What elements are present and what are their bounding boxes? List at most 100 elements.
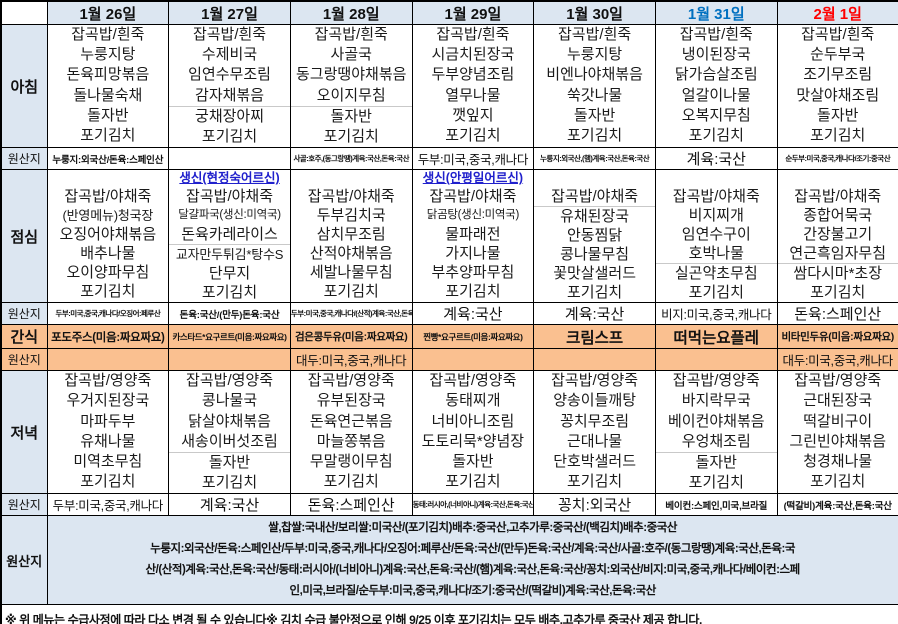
date-header: 1월 26일 bbox=[46, 0, 170, 25]
menu-item: 마파두부 bbox=[80, 412, 136, 430]
birthday-note: 생신(현정숙어르신) bbox=[179, 171, 280, 186]
menu-cell: 잡곡밥/흰죽 순두부국 조기무조림 맛살야채조림 돌자반 포기김치 bbox=[776, 23, 898, 149]
menu-item: 비지찌개 bbox=[688, 207, 744, 225]
date-header: 1월 28일 bbox=[289, 0, 413, 25]
menu-item: 돌자반 bbox=[452, 453, 494, 471]
menu-item: 물파래전 bbox=[445, 226, 501, 244]
origin-cell: 돈육:스페인산 bbox=[776, 302, 898, 326]
menu-item: 포기김치 bbox=[810, 473, 866, 491]
menu-item: 포기김치 bbox=[80, 283, 136, 301]
menu-item: 잡곡밥/야채죽 bbox=[429, 188, 517, 206]
menu-item: 돌자반 bbox=[291, 105, 412, 127]
menu-item: 잡곡밥/영양죽 bbox=[64, 372, 152, 390]
menu-item: 오복지무침 bbox=[681, 106, 751, 124]
menu-item: 잡곡밥/야채죽 bbox=[672, 188, 760, 206]
menu-item: 임연수무조림 bbox=[188, 66, 271, 84]
menu-item: 잡곡밥/영양죽 bbox=[551, 372, 639, 390]
menu-item: 잡곡밥/야채죽 bbox=[307, 188, 395, 206]
menu-item: 포기김치 bbox=[201, 284, 258, 302]
menu-item: 청경채나물 bbox=[803, 453, 873, 471]
row-label-breakfast: 아침 bbox=[0, 23, 48, 149]
menu-item: 새송이버섯조림 bbox=[181, 432, 278, 450]
menu-cell: 잡곡밥/영양죽 유부된장국 돈육연근볶음 마늘쫑볶음 무말랭이무침 포기김치 bbox=[289, 370, 413, 495]
origin-cell: 비지:미국,중국,캐나다 bbox=[654, 302, 778, 326]
menu-item: 교자만두튀김*탕수S bbox=[169, 244, 290, 264]
origin-summary-line: 산/(산적)계육:국산,돈육:국산/동태:러시아/(너비아니)계육:국산,돈육:… bbox=[145, 564, 801, 577]
origin-cell bbox=[46, 348, 170, 372]
menu-item: 단무지 bbox=[208, 265, 251, 283]
menu-item: 그린빈야채볶음 bbox=[789, 432, 887, 450]
menu-item: 비엔나야채볶음 bbox=[546, 66, 643, 84]
menu-item: 포기김치 bbox=[688, 127, 744, 145]
menu-item: 꽁치무조림 bbox=[560, 412, 630, 430]
menu-cell: 잡곡밥/영양죽 동태찌개 너비아니조림 도토리묵*양념장 돌자반 포기김치 bbox=[411, 370, 535, 495]
menu-item: 돌자반 bbox=[573, 106, 616, 124]
menu-item: 돌나물숙채 bbox=[73, 86, 143, 104]
origin-cell: 누룽지:외국산/돈육:스페인산 bbox=[46, 147, 170, 171]
origin-cell: 동태:러시아,(너비아니)계육:국산,돈육:국산 bbox=[411, 493, 535, 517]
origin-summary-cell: 쌀,찹쌀:국내산/보리쌀:미국산/(포기김치)배추:중국산,고추가루:중국산/(… bbox=[46, 515, 898, 606]
menu-item: 산적야채볶음 bbox=[309, 245, 393, 263]
menu-item: 돈육카레라이스 bbox=[181, 226, 278, 244]
footer-note: ※ 위 메뉴는 수급사정에 따라 다소 변경 될 수 있습니다※ 김치 수급 불… bbox=[0, 604, 898, 624]
menu-item: 베이컨야채볶음 bbox=[667, 412, 765, 430]
origin-cell: (떡갈비)계육:국산,돈육:국산 bbox=[776, 493, 898, 517]
origin-cell: 계육:국산 bbox=[533, 302, 656, 326]
menu-item: 오징어야채볶음 bbox=[59, 226, 157, 244]
menu-item: 조기무조림 bbox=[803, 66, 873, 84]
menu-cell: 잡곡밥/야채죽 두부김치국 삼치무조림 산적야채볶음 세발나물무침 포기김치 bbox=[289, 169, 413, 304]
menu-cell: 생신(안평일어르신) 잡곡밥/야채죽 닭곰탕(생신:미역국) 물파래전 가지나물 부추양파… bbox=[411, 169, 535, 304]
menu-item: 무말랭이무침 bbox=[309, 453, 393, 471]
snack-cell: 비타민두유(미음:짜요짜요) bbox=[776, 324, 898, 350]
menu-cell: 잡곡밥/흰죽 사골국 동그랑땡야채볶음 오이지무침 돌자반 포기김치 bbox=[289, 23, 413, 149]
menu-item: 마늘쫑볶음 bbox=[316, 432, 386, 450]
origin-cell: 사골:호주,(동그랑땡)계육:국산,돈육:국산 bbox=[289, 147, 413, 171]
menu-item: 포기김치 bbox=[201, 128, 258, 146]
dinner-origin-row: 원산지 두부:미국,중국,캐나다 계육:국산 돈육:스페인산 동태:러시아,(너비아니)… bbox=[0, 493, 898, 517]
birthday-note bbox=[656, 171, 776, 188]
origin-cell: 두부:미국,중국,캐나다/(산적)계육:국산,돈육:국산 bbox=[289, 302, 413, 326]
menu-item: 잡곡밥/야채죽 bbox=[64, 188, 152, 206]
menu-item: 돈육연근볶음 bbox=[309, 412, 393, 430]
snack-cell: 크림스프 bbox=[533, 324, 656, 350]
menu-item: 콩나물국 bbox=[201, 392, 258, 410]
menu-item: 쌈다시마*초장 bbox=[778, 263, 898, 283]
menu-cell: 잡곡밥/영양죽 양송이들깨탕 꽁치무조림 근대나물 단호박샐러드 포기김치 bbox=[533, 370, 656, 495]
snack-cell: 카스타드*요구르트(미음:짜요짜요) bbox=[168, 324, 291, 350]
menu-cell: 잡곡밥/야채죽 비지찌개 임연수구이 호박나물 실곤약초무침 포기김치 bbox=[654, 169, 778, 304]
birthday-note bbox=[291, 171, 411, 188]
row-label-lunch: 점심 bbox=[0, 169, 48, 304]
menu-cell: 잡곡밥/야채죽 유채된장국 안동찜닭 콩나물무침 꽃맛살샐러드 포기김치 bbox=[533, 169, 656, 304]
menu-item: (반영메뉴)청국장 bbox=[62, 208, 154, 224]
menu-item: 궁채장아찌 bbox=[169, 105, 290, 127]
menu-item: 잡곡밥/영양죽 bbox=[307, 372, 395, 390]
menu-item: 오이양파무침 bbox=[66, 264, 150, 282]
menu-item: 누룽지탕 bbox=[566, 46, 623, 64]
menu-cell: 잡곡밥/영양죽 바지락무국 베이컨야채볶음 우엉채조림 돌자반 포기김치 bbox=[654, 370, 778, 495]
menu-item: 실곤약초무침 bbox=[656, 263, 777, 283]
menu-item: 닭곰탕(생신:미역국) bbox=[426, 209, 520, 222]
menu-item: 미역초무침 bbox=[73, 453, 143, 471]
menu-item: 콩나물무침 bbox=[560, 246, 630, 264]
menu-cell: 잡곡밥/야채죽 (반영메뉴)청국장 오징어야채볶음 배추나물 오이양파무침 포기김치 bbox=[46, 169, 170, 304]
snack-origin-row: 원산지 대두:미국,중국,캐나다 대두:미국,중국,캐나다 bbox=[0, 348, 898, 372]
menu-item: 사골국 bbox=[330, 46, 372, 64]
menu-item: 얼갈이나물 bbox=[681, 86, 751, 104]
menu-item: 안동찜닭 bbox=[566, 227, 623, 245]
menu-item: 포기김치 bbox=[445, 127, 501, 145]
menu-item: 포기김치 bbox=[810, 127, 866, 145]
menu-cell: 잡곡밥/흰죽 누룽지탕 돈육피망볶음 돌나물숙채 돌자반 포기김치 bbox=[46, 23, 170, 149]
origin-cell bbox=[533, 348, 656, 372]
menu-item: 두부김치국 bbox=[316, 207, 386, 225]
menu-cell: 잡곡밥/흰죽 냉이된장국 닭가슴살조림 얼갈이나물 오복지무침 포기김치 bbox=[654, 23, 778, 149]
menu-item: 열무나물 bbox=[445, 86, 501, 104]
menu-cell: 잡곡밥/영양죽 근대된장국 떡갈비구이 그린빈야채볶음 청경채나물 포기김치 bbox=[776, 370, 898, 495]
snack-cell: 검은콩두유(미음:짜요짜요) bbox=[289, 324, 413, 350]
date-header: 1월 29일 bbox=[411, 0, 535, 25]
menu-item: 시금치된장국 bbox=[431, 46, 515, 64]
menu-item: 연근흑임자무침 bbox=[789, 245, 887, 263]
lunch-origin-row: 원산지 두부:미국,중국,캐나다/오징어:페루산 돈육:국산/(만두)돈육:국산 두부… bbox=[0, 302, 898, 326]
snack-cell: 찐빵*요구르트(미음:짜요짜요) bbox=[411, 324, 535, 350]
menu-item: 쑥갓나물 bbox=[566, 86, 623, 104]
menu-item: 단호박샐러드 bbox=[553, 453, 636, 471]
